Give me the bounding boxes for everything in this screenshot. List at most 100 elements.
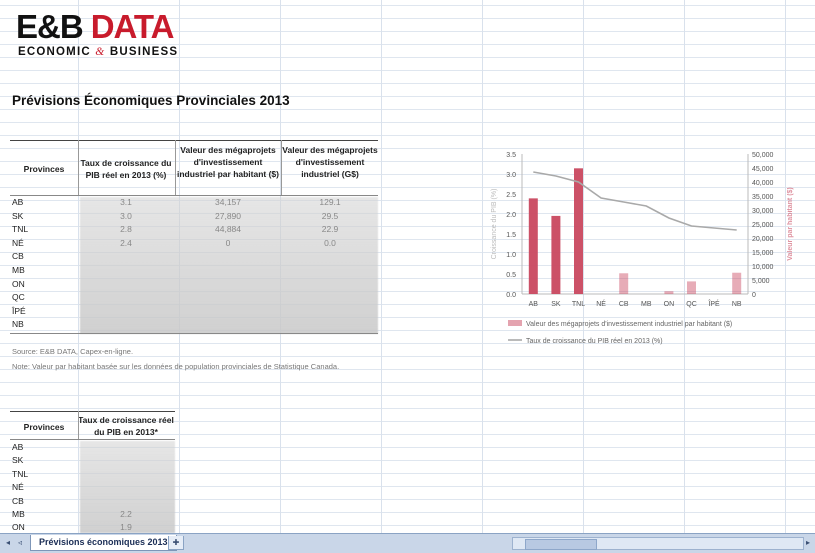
bar — [664, 291, 674, 294]
cell-growth[interactable]: 2.8 — [120, 224, 132, 235]
x-tick-label: QC — [686, 301, 697, 308]
source-note: Source: E&B DATA, Capex-en-ligne. — [12, 347, 134, 356]
row-province[interactable]: NÉ — [12, 482, 24, 493]
row-province[interactable]: NB — [12, 319, 24, 330]
sheet-tab-bar: ◂ ◃ Prévisions économiques 2013 ✚ ▸ — [0, 533, 815, 553]
y-tick-right: 45,000 — [752, 166, 774, 173]
footnote: Note: Valeur par habitant basée sur les … — [12, 362, 340, 371]
logo-economic: ECONOMIC — [18, 46, 91, 58]
th-value-total[interactable]: Valeur des mégaprojets d'investissement … — [282, 145, 378, 179]
blurred-data-overlay-2 — [80, 441, 175, 533]
combo-chart[interactable]: 0.0 0.5 1.0 1.5 2.0 2.5 3.0 3.5 0 5,000 10,000 15,0… — [486, 144, 806, 349]
page-title: Prévisions Économiques Provinciales 2013 — [12, 93, 290, 108]
y-tick-left: 0.0 — [506, 292, 516, 299]
y-tick-left: 2.5 — [506, 192, 516, 199]
y-tick-left: 1.5 — [506, 232, 516, 239]
first-sheet-icon[interactable]: ◂ — [5, 538, 10, 547]
row-province[interactable]: CB — [12, 251, 24, 262]
y-tick-right: 15,000 — [752, 250, 774, 257]
x-tick-label: AB — [529, 301, 539, 308]
logo-subtitle: ECONOMIC & BUSINESS — [18, 46, 178, 58]
table-bottom-border — [10, 333, 378, 334]
cell-value-per-capita[interactable]: 34,157 — [215, 197, 241, 207]
y-tick-left: 0.5 — [506, 272, 516, 279]
logo: E&B DATA — [16, 10, 174, 43]
cell-value-total[interactable]: 29.5 — [321, 210, 339, 221]
x-tick-label: SK — [551, 301, 561, 308]
y-axis-left-title: Croissance du PIB (%) — [491, 189, 498, 260]
x-tick-label: ÎPÉ — [707, 299, 720, 308]
row-province[interactable]: QC — [12, 292, 25, 303]
scroll-right-icon[interactable]: ▸ — [805, 538, 810, 547]
y-tick-right: 20,000 — [752, 236, 774, 243]
bar — [687, 281, 696, 294]
row-province[interactable]: TNL — [12, 468, 29, 479]
cell-value-per-capita[interactable]: 0 — [225, 237, 231, 248]
x-tick-label: NÉ — [596, 299, 606, 308]
row-province[interactable]: MB — [12, 265, 25, 275]
prev-sheet-icon[interactable]: ◃ — [17, 538, 22, 547]
table2-top-border — [10, 411, 175, 412]
y-tick-right: 25,000 — [752, 222, 774, 229]
table2-header-border — [10, 439, 175, 440]
y-tick-right: 30,000 — [752, 208, 774, 215]
y-tick-right: 35,000 — [752, 194, 774, 201]
y-tick-left: 2.0 — [506, 212, 516, 219]
cell-value-per-capita[interactable]: 27,890 — [215, 210, 241, 221]
col-divider — [78, 411, 79, 439]
scrollbar-thumb[interactable] — [525, 539, 597, 550]
row-province[interactable]: ÎPÉ — [12, 305, 26, 316]
sheet-tab-active[interactable]: Prévisions économiques 2013 — [30, 535, 177, 551]
bar — [528, 198, 538, 294]
cell-value-total[interactable]: 22.9 — [321, 224, 339, 235]
cell-growth[interactable]: 3.0 — [120, 210, 132, 221]
y-tick-right: 0 — [752, 292, 756, 299]
cell-value-total[interactable]: 0.0 — [324, 237, 336, 248]
y-tick-right: 5,000 — [752, 278, 770, 285]
y-tick-left: 3.0 — [506, 172, 516, 179]
th-value-per-capita[interactable]: Valeur des mégaprojets d'investissement … — [176, 145, 279, 179]
legend-label-line: Taux de croissance du PIB réel en 2013 (… — [526, 338, 663, 345]
logo-business: BUSINESS — [109, 46, 179, 58]
row-province[interactable]: NÉ — [12, 237, 24, 248]
cell-value-per-capita[interactable]: 44,884 — [215, 224, 241, 235]
cell-value-total[interactable]: 129.1 — [319, 197, 341, 207]
legend-label-bar: Valeur des mégaprojets d'investissement … — [526, 321, 732, 328]
horizontal-scrollbar[interactable] — [512, 537, 804, 550]
row-province[interactable]: MB — [12, 509, 25, 519]
row-province[interactable]: SK — [12, 210, 24, 221]
cell-growth[interactable]: 2.4 — [120, 237, 132, 248]
bar — [551, 215, 561, 294]
cell-growth[interactable]: 3.1 — [120, 197, 132, 207]
header-bottom-border — [10, 195, 378, 196]
col-divider — [78, 140, 79, 195]
logo-amp: & — [95, 46, 106, 58]
row-province[interactable]: CB — [12, 495, 24, 506]
cell-growth[interactable]: 1.9 — [120, 522, 132, 533]
table-top-border — [10, 140, 378, 141]
x-tick-label: TNL — [572, 301, 585, 308]
legend-swatch-bar — [508, 320, 522, 326]
th2-growth[interactable]: Taux de croissance réel du PIB en 2013* — [78, 415, 174, 437]
y-tick-right: 40,000 — [752, 180, 774, 187]
y-tick-left: 3.5 — [506, 152, 516, 159]
x-tick-label: ON — [664, 301, 675, 308]
row-province[interactable]: SK — [12, 455, 24, 466]
th2-provinces[interactable]: Provinces — [23, 422, 65, 432]
x-tick-label: NB — [732, 301, 742, 308]
y-tick-left: 1.0 — [506, 252, 516, 259]
growth-line — [533, 171, 737, 231]
row-province[interactable]: AB — [12, 197, 24, 207]
bar — [574, 168, 583, 294]
x-tick-label: CB — [619, 301, 629, 308]
row-province[interactable]: AB — [12, 442, 24, 452]
x-tick-label: MB — [641, 301, 652, 308]
th-growth[interactable]: Taux de croissance du PIB réel en 2013 (… — [80, 158, 172, 180]
bar — [619, 273, 629, 294]
row-province[interactable]: TNL — [12, 224, 29, 235]
insert-sheet-icon[interactable]: ✚ — [168, 536, 184, 550]
cell-growth[interactable]: 2.2 — [120, 509, 132, 519]
row-province[interactable]: ON — [12, 522, 25, 533]
th-provinces[interactable]: Provinces — [23, 164, 65, 174]
row-province[interactable]: ON — [12, 278, 25, 289]
